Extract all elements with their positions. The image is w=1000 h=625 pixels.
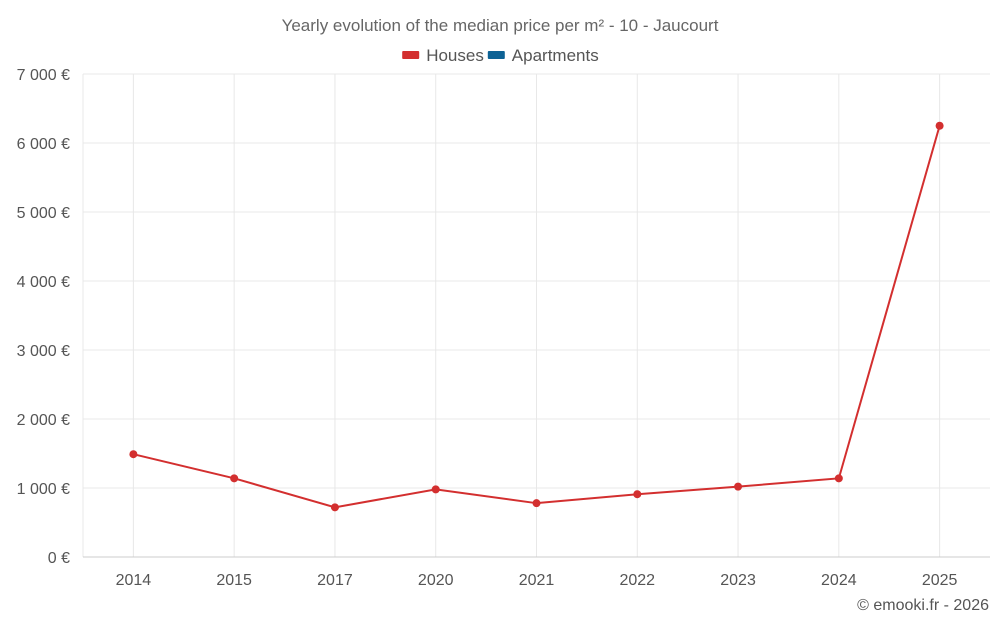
legend-swatch <box>487 51 505 59</box>
data-point[interactable] <box>834 474 843 483</box>
x-tick-label: 2014 <box>116 572 152 589</box>
series-layer <box>129 121 944 512</box>
legend-label: Apartments <box>512 46 599 65</box>
grid <box>82 73 990 557</box>
legend-item-apartments[interactable]: Apartments <box>487 46 599 65</box>
x-tick-label: 2024 <box>821 572 857 589</box>
y-tick-label: 0 € <box>48 550 70 567</box>
y-tick-label: 2 000 € <box>17 412 70 429</box>
legend: Houses Apartments <box>402 46 599 65</box>
data-point[interactable] <box>734 482 743 491</box>
axes: 0 € 1 000 € 2 000 € 3 000 € 4 000 € 5 000 € 6 … <box>17 67 990 589</box>
x-tick-label: 2023 <box>720 572 756 589</box>
y-tick-label: 6 000 € <box>17 136 70 153</box>
chart-title: Yearly evolution of the median price per… <box>282 16 719 35</box>
y-tick-label: 1 000 € <box>17 481 70 498</box>
legend-label: Houses <box>426 46 484 65</box>
data-point[interactable] <box>129 450 138 459</box>
data-point[interactable] <box>330 503 339 512</box>
x-tick-label: 2020 <box>418 572 454 589</box>
data-point[interactable] <box>633 490 642 499</box>
legend-swatch <box>402 51 420 59</box>
legend-item-houses[interactable]: Houses <box>402 46 484 65</box>
data-point[interactable] <box>230 474 239 483</box>
credit-text: © emooki.fr - 2026 <box>857 597 989 614</box>
y-tick-label: 5 000 € <box>17 205 70 222</box>
data-point[interactable] <box>532 499 541 508</box>
y-tick-label: 3 000 € <box>17 343 70 360</box>
x-tick-label: 2021 <box>519 572 555 589</box>
x-tick-label: 2025 <box>922 572 958 589</box>
x-tick-label: 2022 <box>619 572 655 589</box>
y-tick-label: 4 000 € <box>17 274 70 291</box>
data-point[interactable] <box>431 485 440 494</box>
x-tick-label: 2015 <box>216 572 252 589</box>
y-tick-label: 7 000 € <box>17 67 70 84</box>
x-tick-label: 2017 <box>317 572 353 589</box>
data-point[interactable] <box>935 121 944 130</box>
